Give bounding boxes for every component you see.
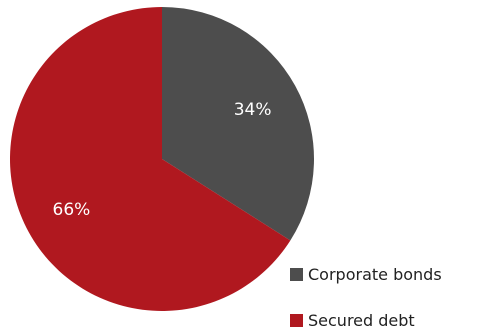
legend-item-corporate-bonds: Corporate bonds bbox=[290, 265, 442, 284]
legend-label-corporate-bonds: Corporate bonds bbox=[308, 265, 442, 284]
pie-slice-labels: 34% 66% bbox=[53, 100, 272, 220]
legend-item-secured-debt: Secured debt bbox=[290, 311, 415, 330]
legend: Corporate bonds Secured debt bbox=[290, 265, 442, 330]
legend-swatch-secured-debt bbox=[290, 314, 303, 327]
pie-slice-secured-debt bbox=[10, 6, 291, 311]
pie-slice-corporate-bonds bbox=[162, 7, 314, 241]
slice-label-secured-debt: 66% bbox=[53, 200, 91, 220]
pie-slices bbox=[10, 6, 314, 311]
legend-swatch-corporate-bonds bbox=[290, 268, 303, 281]
slice-label-corporate-bonds: 34% bbox=[234, 100, 272, 120]
legend-label-secured-debt: Secured debt bbox=[308, 311, 415, 330]
